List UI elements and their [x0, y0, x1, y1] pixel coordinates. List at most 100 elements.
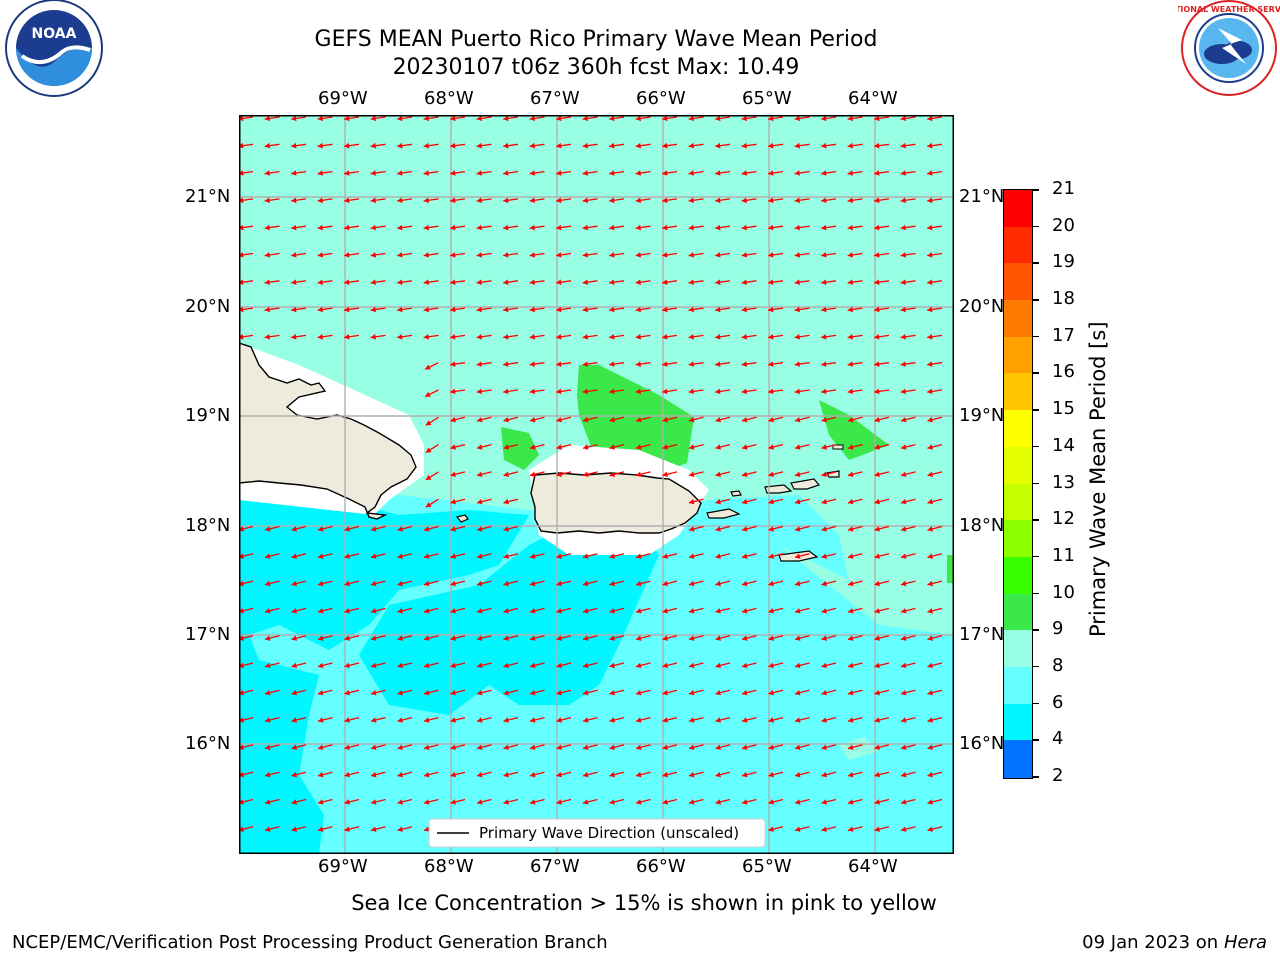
- wave-arrow: [821, 662, 837, 669]
- wave-arrow: [821, 716, 837, 723]
- colorbar-tick-label: 13: [1052, 471, 1075, 493]
- wave-arrow: [291, 716, 307, 723]
- wave-arrow: [927, 744, 943, 751]
- wave-arrow: [397, 224, 413, 231]
- wave-arrow: [821, 306, 837, 313]
- wave-arrow: [556, 553, 572, 559]
- lon-tick-65w-bottom: 65°W: [742, 856, 792, 877]
- wave-arrow: [582, 279, 598, 285]
- colorbar-tick-mark: [1033, 629, 1039, 631]
- wave-arrow: [476, 252, 492, 258]
- lon-tick-66w-bottom: 66°W: [636, 856, 686, 877]
- wave-arrow: [503, 744, 519, 751]
- wave-arrow: [264, 306, 280, 313]
- wave-arrow: [688, 115, 704, 122]
- period-field-6-8-west: [239, 500, 529, 854]
- wave-arrow: [370, 607, 386, 614]
- lat-tick-17n-left: 17°N: [185, 624, 231, 645]
- wave-arrow: [874, 306, 890, 313]
- wave-arrow: [609, 798, 625, 805]
- wave-arrow: [582, 798, 598, 805]
- colorbar-tick-label: 4: [1052, 728, 1064, 750]
- wave-arrow: [874, 115, 890, 122]
- wave-arrow: [529, 306, 545, 313]
- wave-arrow: [688, 498, 704, 505]
- wave-arrow: [635, 744, 651, 751]
- wave-arrow: [927, 388, 943, 395]
- wave-arrow: [847, 580, 863, 587]
- wave-arrow: [529, 635, 545, 641]
- wave-arrow: [715, 771, 731, 778]
- wave-arrow: [688, 689, 704, 696]
- lat-tick-21n-right: 21°N: [959, 186, 1005, 207]
- wave-arrow: [450, 416, 466, 423]
- wave-arrow: [900, 607, 916, 614]
- wave-arrow: [582, 252, 598, 258]
- wave-arrow: [715, 252, 731, 258]
- wave-arrow: [768, 306, 784, 313]
- period-field-9-10-east: [779, 545, 954, 635]
- wave-arrow: [662, 224, 678, 231]
- wave-arrow: [423, 580, 439, 587]
- colorbar-tick-mark: [1033, 409, 1039, 411]
- wave-arrow: [821, 471, 837, 478]
- wave-arrow: [582, 224, 598, 231]
- wave-arrow: [874, 580, 890, 587]
- lat-tick-21n-left: 21°N: [185, 186, 231, 207]
- wave-arrow: [370, 635, 386, 641]
- colorbar-band: [1004, 703, 1032, 741]
- wave-arrow: [264, 826, 280, 832]
- wave-arrow: [662, 716, 678, 723]
- wave-arrow: [900, 826, 916, 832]
- wave-arrow: [425, 416, 439, 426]
- wave-arrow: [609, 306, 625, 313]
- wave-arrow: [529, 771, 545, 778]
- national-weather-service-logo: NATIONAL WEATHER SERVICE: [1178, 0, 1280, 96]
- wave-arrow: [264, 252, 280, 258]
- lat-tick-19n-right: 19°N: [959, 405, 1005, 426]
- wave-arrow: [317, 197, 333, 204]
- wave-arrow: [344, 306, 360, 313]
- wave-arrow: [344, 334, 360, 340]
- wave-arrow: [662, 580, 678, 587]
- wave-arrow: [768, 170, 784, 176]
- wave-arrow: [370, 279, 386, 285]
- wave-arrow: [874, 416, 890, 423]
- wave-arrow: [344, 689, 360, 696]
- wave-arrow: [927, 716, 943, 723]
- legend-label: Primary Wave Direction (unscaled): [479, 824, 739, 842]
- wave-arrow: [794, 252, 810, 258]
- wave-arrow: [291, 115, 307, 122]
- wave-arrow: [344, 115, 360, 122]
- wave-arrow: [556, 635, 572, 641]
- wave-arrow: [794, 334, 810, 340]
- wave-arrow: [609, 689, 625, 696]
- wave-arrow: [874, 197, 890, 204]
- wave-arrow: [503, 662, 519, 669]
- wave-arrow: [503, 607, 519, 614]
- wave-arrow: [874, 662, 890, 669]
- wave-period-map[interactable]: Primary Wave Direction (unscaled): [239, 115, 954, 854]
- wave-arrow: [662, 170, 678, 176]
- wave-arrow: [529, 716, 545, 723]
- wave-arrow: [291, 170, 307, 176]
- wave-arrow: [529, 416, 545, 423]
- wave-arrow: [794, 607, 810, 614]
- wave-arrow: [503, 771, 519, 778]
- wave-arrow: [450, 279, 466, 285]
- lat-tick-20n-left: 20°N: [185, 296, 231, 317]
- wave-arrow: [529, 279, 545, 285]
- wave-arrow: [450, 498, 466, 505]
- wave-arrow: [609, 662, 625, 669]
- wave-arrow: [715, 443, 731, 450]
- wave-arrow: [556, 170, 572, 176]
- lon-tick-64w-top: 64°W: [848, 88, 898, 109]
- wave-arrow: [529, 334, 545, 340]
- colorbar-tick-mark: [1033, 555, 1039, 558]
- wave-arrow: [635, 197, 651, 204]
- wave-arrow: [715, 197, 731, 204]
- wave-arrow: [768, 716, 784, 723]
- wave-arrow: [768, 197, 784, 204]
- wave-arrow: [900, 361, 916, 367]
- wave-arrow: [874, 607, 890, 614]
